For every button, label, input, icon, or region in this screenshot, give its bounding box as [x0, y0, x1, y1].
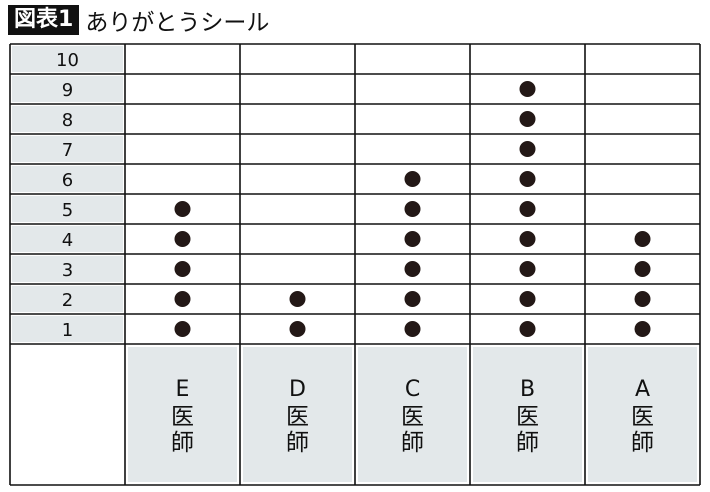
- category-suffix-char: 医: [401, 404, 424, 430]
- data-dot: [404, 201, 421, 217]
- data-dot: [404, 231, 421, 247]
- y-label-bg: [12, 226, 123, 252]
- chart-title: 図表1 ありがとうシール: [8, 5, 270, 36]
- data-dot: [519, 141, 536, 157]
- data-dot: [174, 291, 191, 307]
- category-letter: A: [635, 377, 650, 402]
- y-tick-label: 10: [56, 50, 79, 71]
- y-label-bg: [12, 196, 123, 222]
- y-label-bg: [12, 46, 123, 72]
- category-label-bg: [128, 347, 237, 482]
- category-suffix-char: 師: [171, 430, 194, 456]
- y-tick-label: 6: [62, 170, 73, 191]
- category-label-bg: [588, 347, 697, 482]
- data-dot: [519, 231, 536, 247]
- data-dot: [174, 321, 191, 337]
- y-tick-label: 1: [62, 320, 73, 341]
- data-dot: [519, 291, 536, 307]
- data-dot: [289, 291, 306, 307]
- data-dot: [174, 201, 191, 217]
- title-text: ありがとうシール: [85, 10, 270, 36]
- category-label-bg: [358, 347, 467, 482]
- data-dot: [404, 321, 421, 337]
- y-tick-label: 7: [62, 140, 73, 161]
- y-tick-label: 3: [62, 260, 73, 281]
- y-label-bg: [12, 256, 123, 282]
- figure-badge: 図表1: [8, 5, 80, 35]
- category-suffix-char: 師: [516, 430, 539, 456]
- data-dot: [174, 231, 191, 247]
- y-label-bg: [12, 286, 123, 312]
- data-dot: [404, 171, 421, 187]
- y-tick-label: 8: [62, 110, 73, 131]
- y-tick-label: 4: [62, 230, 73, 251]
- category-suffix-char: 医: [516, 404, 539, 430]
- data-dot: [519, 321, 536, 337]
- data-dot: [519, 201, 536, 217]
- data-dot: [519, 111, 536, 127]
- y-tick-label: 9: [62, 80, 73, 101]
- data-dot: [519, 81, 536, 97]
- category-suffix-char: 師: [286, 430, 309, 456]
- data-dot: [289, 321, 306, 337]
- y-tick-label: 2: [62, 290, 73, 311]
- data-dot: [634, 321, 651, 337]
- y-label-bg: [12, 136, 123, 162]
- category-label-bg: [473, 347, 582, 482]
- data-dot: [634, 261, 651, 277]
- data-dot: [519, 261, 536, 277]
- y-label-bg: [12, 106, 123, 132]
- data-dot: [634, 231, 651, 247]
- y-tick-label: 5: [62, 200, 73, 221]
- data-dot: [174, 261, 191, 277]
- category-letter: D: [289, 377, 306, 402]
- data-dot: [404, 291, 421, 307]
- y-label-bg: [12, 166, 123, 192]
- category-label-bg: [243, 347, 352, 482]
- data-dot: [519, 171, 536, 187]
- y-label-bg: [12, 316, 123, 342]
- category-suffix-char: 師: [401, 430, 424, 456]
- y-label-bg: [12, 76, 123, 102]
- category-suffix-char: 医: [631, 404, 654, 430]
- category-letter: C: [405, 377, 420, 402]
- data-dot: [634, 291, 651, 307]
- category-letter: B: [520, 377, 535, 402]
- category-letter: E: [176, 377, 190, 402]
- category-suffix-char: 師: [631, 430, 654, 456]
- data-dot: [404, 261, 421, 277]
- category-suffix-char: 医: [286, 404, 309, 430]
- category-suffix-char: 医: [171, 404, 194, 430]
